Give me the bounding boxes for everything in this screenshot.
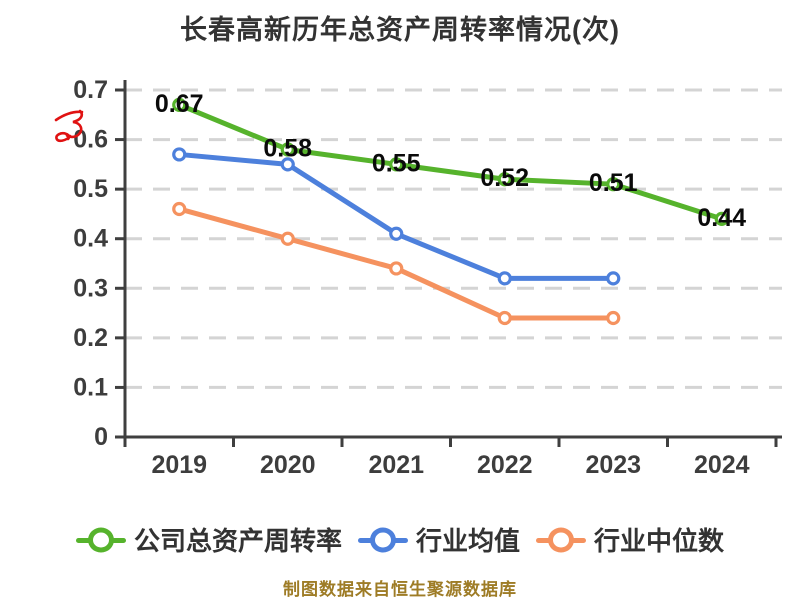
series-line-1: [172, 147, 621, 286]
data-source-note: 制图数据来自恒生聚源数据库: [283, 580, 517, 599]
x-axis-label: 2024: [694, 451, 750, 479]
y-axis-tick-label: 0.1: [73, 373, 108, 401]
value-label: 0.58: [263, 134, 312, 162]
legend-item-industry-mean[interactable]: 行业均值: [357, 521, 520, 558]
data-point[interactable]: [606, 177, 621, 192]
red-scribble-annotation: [54, 109, 84, 143]
value-label: 0.52: [480, 164, 529, 192]
y-axis-tick-label: 0.3: [73, 274, 108, 302]
y-axis-tick-label: 0: [94, 423, 108, 451]
legend-marker-orange-icon: [536, 526, 586, 554]
data-point[interactable]: [172, 201, 187, 217]
data-point[interactable]: [497, 172, 512, 187]
legend-marker-blue-icon: [357, 526, 408, 554]
legend-item-industry-median[interactable]: 行业中位数: [536, 521, 724, 558]
data-point[interactable]: [606, 310, 621, 326]
series-line-0: [172, 97, 729, 226]
data-point[interactable]: [714, 211, 729, 226]
legend-label-industry-median: 行业中位数: [594, 526, 725, 556]
series-line-2: [172, 201, 621, 326]
axes: 0 0.1 0.2 0.3 0.4 0.5 0.6 0.7 2019 2020 2021 2022 20…: [73, 76, 782, 479]
data-point[interactable]: [280, 142, 295, 157]
y-axis-tick-label: 0.2: [73, 324, 108, 352]
data-point[interactable]: [497, 310, 512, 326]
value-label: 0.44: [697, 204, 746, 232]
x-axis-label: 2020: [260, 451, 316, 479]
legend-label-industry-mean: 行业均值: [415, 526, 520, 556]
data-point[interactable]: [606, 271, 621, 286]
data-point[interactable]: [389, 261, 404, 276]
data-point[interactable]: [172, 97, 187, 112]
data-point[interactable]: [172, 147, 187, 162]
data-point[interactable]: [389, 226, 404, 241]
data-point[interactable]: [497, 271, 512, 286]
value-labels: 0.67 0.58 0.55 0.52 0.51 0.44: [155, 90, 746, 232]
x-axis-label: 2023: [585, 451, 641, 479]
legend-label-company-turnover: 公司总资产周转率: [133, 526, 342, 556]
y-axis-tick-label: 0.4: [73, 225, 108, 253]
legend-marker-green-icon: [75, 526, 126, 554]
x-axis-label: 2021: [368, 451, 424, 479]
x-axis-label: 2022: [477, 451, 533, 479]
value-label: 0.55: [372, 149, 421, 177]
x-axis-label: 2019: [151, 451, 207, 479]
data-point[interactable]: [280, 231, 295, 246]
legend-item-company-turnover[interactable]: 公司总资产周转率: [75, 521, 342, 558]
chart-legend: 公司总资产周转率 行业均值 行业中位数: [0, 521, 800, 558]
value-label: 0.67: [155, 90, 204, 118]
gridlines: [125, 88, 782, 389]
value-label: 0.51: [589, 169, 638, 197]
y-axis-tick-label: 0.6: [73, 126, 108, 154]
y-axis-tick-label: 0.7: [73, 76, 108, 104]
data-point[interactable]: [280, 157, 295, 172]
data-point[interactable]: [389, 157, 404, 172]
chart-title: 长春高新历年总资产周转率情况(次): [180, 15, 620, 45]
y-axis-tick-label: 0.5: [73, 175, 108, 203]
